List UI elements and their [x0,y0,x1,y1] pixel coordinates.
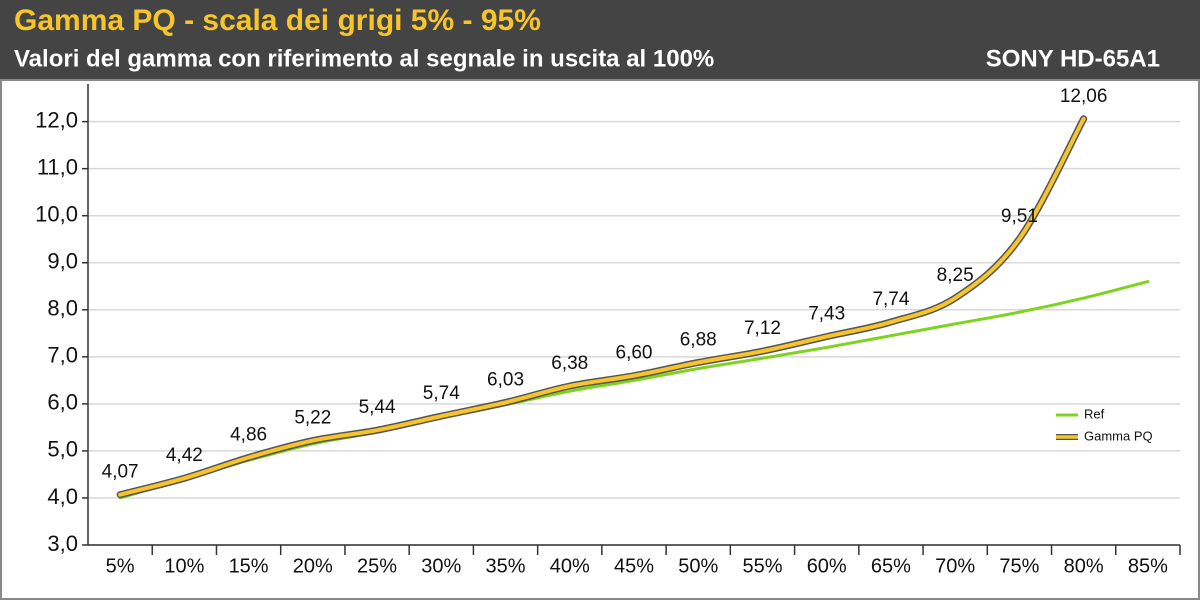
data-label: 5,44 [359,397,396,418]
y-tick-label: 9,0 [47,249,78,274]
data-label: 8,25 [937,265,974,286]
data-label: 5,22 [294,408,331,429]
x-tick-label: 45% [614,555,654,577]
data-label: 7,74 [872,289,909,310]
x-tick-label: 70% [935,555,975,577]
legend-label: Ref [1084,406,1105,421]
y-tick-label: 12,0 [35,107,78,132]
x-tick-label: 60% [807,555,847,577]
line [118,116,1086,497]
chart-title: Gamma PQ - scala dei grigi 5% - 95% [14,4,541,37]
x-tick-label: 10% [164,555,204,577]
x-tick-label: 50% [678,555,718,577]
x-tick-label: 65% [871,555,911,577]
data-label: 7,12 [744,318,781,339]
y-tick-label: 5,0 [47,437,78,462]
data-label: 4,07 [102,462,139,483]
x-tick-label: 20% [293,555,333,577]
x-tick-label: 85% [1128,555,1168,577]
x-tick-label: 55% [742,555,782,577]
data-label: 9,51 [1001,206,1038,227]
x-tick-label: 40% [550,555,590,577]
y-tick-label: 11,0 [37,154,78,179]
x-tick-label: 75% [999,555,1039,577]
x-tick-label: 80% [1064,555,1104,577]
plot [116,115,1150,500]
y-tick-label: 3,0 [47,531,78,556]
data-label: 6,88 [680,329,717,350]
x-tick-label: 35% [486,555,526,577]
y-tick-label: 7,0 [47,343,78,368]
x-tick-label: 30% [421,555,461,577]
data-label: 12,06 [1060,86,1108,107]
data-label: 6,03 [487,369,524,390]
y-tick-label: 8,0 [47,296,78,321]
data-label: 4,86 [230,425,267,446]
x-tick-label: 25% [357,555,397,577]
data-label: 6,38 [551,353,588,374]
legend-label: Gamma PQ [1084,428,1153,443]
data-label: 7,43 [808,304,845,325]
y-tick-label: 4,0 [47,484,78,509]
data-label: 6,60 [616,343,653,364]
y-tick-label: 6,0 [47,390,78,415]
x-tick-label: 15% [229,555,269,577]
frame [0,79,1200,600]
data-label: 4,42 [166,445,203,466]
y-tick-label: 10,0 [35,202,78,227]
device-label: SONY HD-65A1 [986,45,1160,72]
header [0,0,1200,80]
chart-subtitle: Valori del gamma con riferimento al segn… [14,45,714,72]
data-label: 5,74 [423,383,460,404]
x-tick-label: 5% [106,555,135,577]
